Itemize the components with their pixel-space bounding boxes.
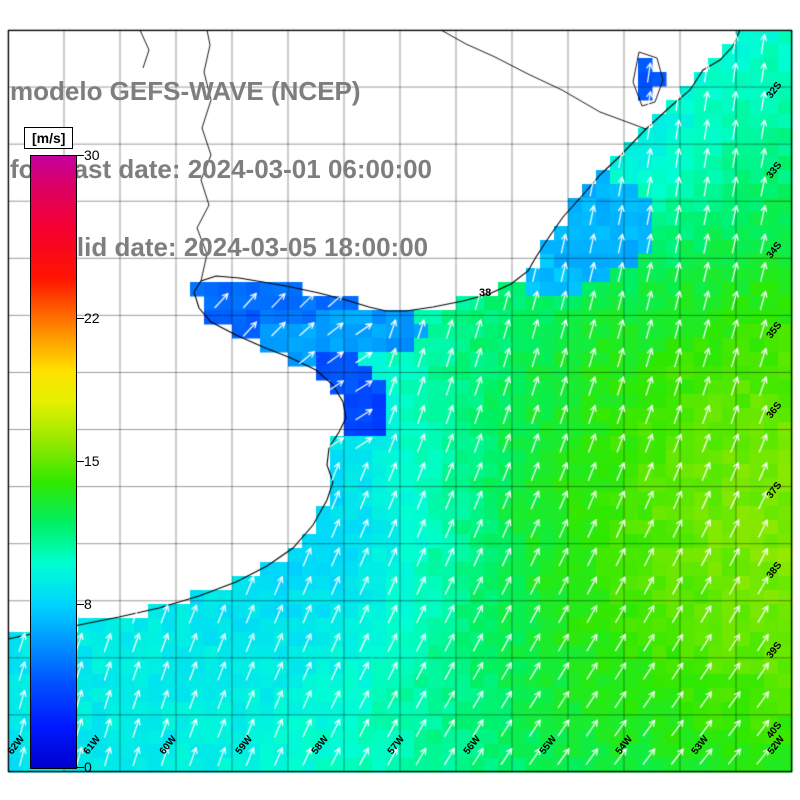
colorbar-tick-mark	[77, 603, 84, 605]
colorbar-tick-mark	[77, 318, 84, 320]
model-title: modelo GEFS-WAVE (NCEP)	[10, 76, 361, 106]
colorbar-unit-label: [m/s]	[24, 127, 74, 149]
colorbar	[30, 155, 77, 769]
colorbar-tick-label: 15	[84, 453, 100, 469]
colorbar-tick-label: 22	[84, 310, 100, 327]
colorbar-tick-label: 30	[84, 147, 100, 163]
colorbar-tick-mark	[77, 767, 84, 768]
colorbar-tick-label: 8	[84, 595, 92, 612]
colorbar-tick-label: 0	[84, 759, 92, 775]
colorbar-tick-mark	[77, 155, 84, 156]
colorbar-tick-mark	[77, 461, 84, 462]
depth-annotation: 38	[479, 287, 492, 299]
